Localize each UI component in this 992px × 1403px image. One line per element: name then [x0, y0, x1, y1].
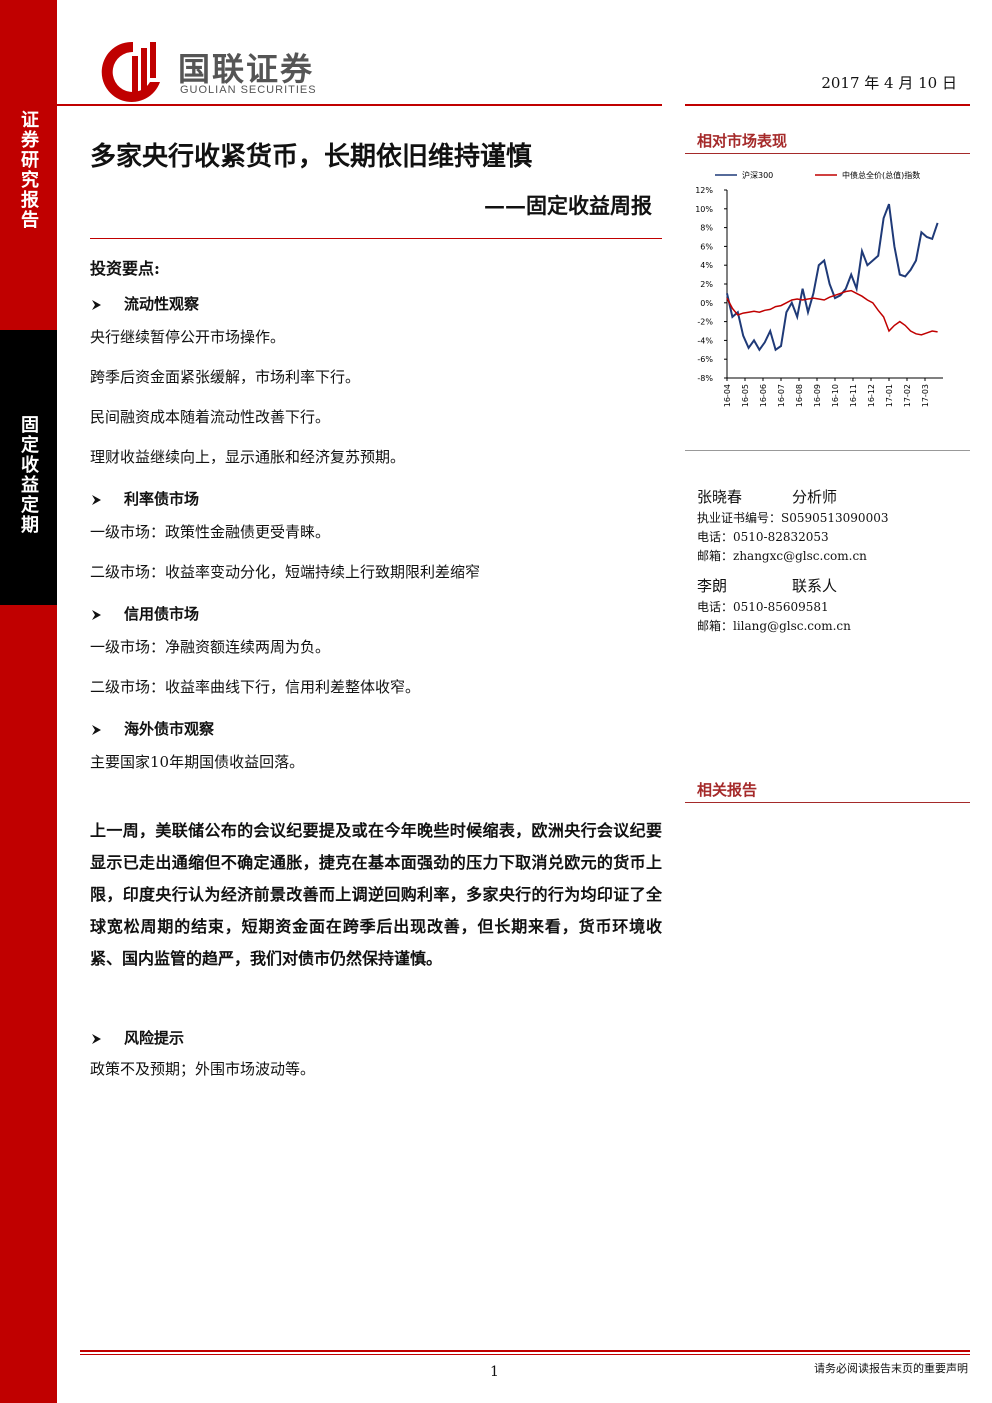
- section-item: 理财收益继续向上，显示通胀和经济复苏预期。: [90, 448, 406, 466]
- section-item: 跨季后资金面紧张缓解，市场利率下行。: [90, 368, 361, 386]
- date: 2017 年 4 月 10 日: [821, 74, 957, 92]
- x-tick-label: 17-01: [885, 384, 894, 407]
- contact-role: 分析师: [792, 488, 838, 506]
- market-chart: -8% -6% -4% -2% 0% 2% 4% 6% 8% 10% 12% 16-04 16-05 16…: [695, 170, 943, 407]
- section-heading: 海外债市观察: [90, 717, 662, 742]
- x-tick-label: 16-12: [867, 384, 876, 407]
- y-tick-label: 4%: [700, 261, 713, 270]
- y-tick-label: -6%: [697, 355, 713, 364]
- logo-text: 国联证券: [178, 50, 315, 88]
- contact-name: 张晓春: [697, 488, 743, 506]
- section-heading-text: 信用债市场: [124, 605, 200, 623]
- section-item: 央行继续暂停公开市场操作。: [90, 328, 286, 346]
- x-tick-label: 16-05: [741, 384, 750, 407]
- y-tick-label: -2%: [697, 318, 713, 327]
- y-tick-label: 12%: [695, 186, 713, 195]
- risk-text: 政策不及预期；外围市场波动等。: [90, 1060, 316, 1078]
- market-heading: 相对市场表现: [697, 132, 788, 150]
- logo-icon: [101, 41, 160, 102]
- bullet: [92, 724, 101, 735]
- contact-line: 邮箱：lilang@glsc.com.cn: [697, 619, 851, 633]
- y-tick-label: 2%: [700, 280, 713, 289]
- bullet: [92, 609, 101, 620]
- logo-en: GUOLIAN SECURITIES: [180, 84, 317, 96]
- sidebar-block: [0, 330, 57, 605]
- y-tick-label: 10%: [695, 205, 713, 214]
- subtitle: ——固定收益周报: [484, 193, 652, 218]
- sidebar-top: 证券研究报告: [18, 110, 39, 230]
- rule: [57, 104, 662, 106]
- title: 多家央行收紧货币，长期依旧维持谨慎: [90, 142, 533, 172]
- contacts: 张晓春 分析师执业证书编号：S0590513090003 电话：0510-82832…: [697, 485, 967, 636]
- x-tick-label: 16-07: [777, 384, 786, 407]
- section-heading-text: 利率债市场: [124, 490, 200, 508]
- contact-line: 电话：0510-85609581: [697, 600, 829, 614]
- bullet: [92, 299, 101, 310]
- rule: [90, 238, 662, 239]
- series-line: [726, 203, 939, 352]
- legend-label: 中债总全价(总值)指数: [842, 170, 920, 180]
- bullet: [92, 1033, 101, 1044]
- contact-line: 电话：0510-82832053: [697, 530, 829, 544]
- contact-line: 执业证书编号：S0590513090003: [697, 511, 889, 525]
- section-item: 一级市场：政策性金融债更受青睐。: [90, 523, 331, 541]
- contact-role: 联系人: [792, 577, 838, 595]
- x-tick-label: 17-02: [903, 384, 912, 407]
- key-points-heading: 投资要点:: [90, 259, 160, 278]
- y-tick-label: -4%: [697, 336, 713, 345]
- series-line: [726, 289, 938, 336]
- y-tick-label: 6%: [700, 242, 713, 251]
- footer-rule: [80, 1354, 970, 1355]
- related-heading: 相关报告: [697, 781, 758, 799]
- y-tick-label: 0%: [700, 299, 713, 308]
- rule: [685, 802, 970, 803]
- summary: 上一周，美联储公布的会议纪要提及或在今年晚些时候缩表，欧洲央行会议纪要显示已走出…: [90, 821, 662, 968]
- x-tick-label: 16-06: [759, 384, 768, 407]
- x-tick-label: 16-09: [813, 384, 822, 407]
- y-tick-label: -8%: [697, 374, 713, 383]
- sidebar: [0, 0, 57, 1403]
- section-heading: 流动性观察: [90, 292, 662, 317]
- rule: [685, 104, 970, 106]
- contact-name: 李朗: [697, 577, 728, 595]
- section-item: 主要国家10年期国债收益回落。: [90, 753, 305, 771]
- section-heading-text: 海外债市观察: [124, 720, 215, 738]
- footer-rule: [80, 1350, 970, 1352]
- contact-line: 邮箱：zhangxc@glsc.com.cn: [697, 549, 867, 563]
- page-number: 1: [490, 1364, 499, 1380]
- x-tick-label: 16-04: [723, 384, 732, 407]
- x-tick-label: 16-08: [795, 384, 804, 407]
- rule: [685, 450, 970, 451]
- section-heading-text: 流动性观察: [124, 295, 200, 313]
- section-item: 民间融资成本随着流动性改善下行。: [90, 408, 331, 426]
- x-tick-label: 17-03: [921, 384, 930, 407]
- legend-label: 沪深300: [742, 170, 773, 180]
- section-item: 二级市场：收益率变动分化，短端持续上行致期限利差缩窄: [90, 563, 481, 581]
- section-item: 二级市场：收益率曲线下行，信用利差整体收窄。: [90, 678, 421, 696]
- y-tick-label: 8%: [700, 224, 713, 233]
- footer-notice: 请务必阅读报告末页的重要声明: [814, 1362, 968, 1375]
- rule: [685, 153, 970, 154]
- risk-heading-text: 风险提示: [124, 1029, 185, 1047]
- risk-heading: 风险提示: [90, 1026, 184, 1051]
- contact-head: 张晓春 分析师: [697, 485, 967, 509]
- key-points: 流动性观察央行继续暂停公开市场操作。跨季后资金面紧张缓解，市场利率下行。 民间融资…: [90, 292, 662, 782]
- bullet: [92, 494, 101, 505]
- contact-head: 李朗 联系人: [697, 574, 967, 598]
- section-heading: 信用债市场: [90, 602, 662, 627]
- sidebar-bottom: 固定收益定期: [18, 415, 39, 535]
- section-item: 一级市场：净融资额连续两周为负。: [90, 638, 331, 656]
- section-heading: 利率债市场: [90, 487, 662, 512]
- x-tick-label: 16-11: [849, 384, 858, 407]
- x-tick-label: 16-10: [831, 384, 840, 407]
